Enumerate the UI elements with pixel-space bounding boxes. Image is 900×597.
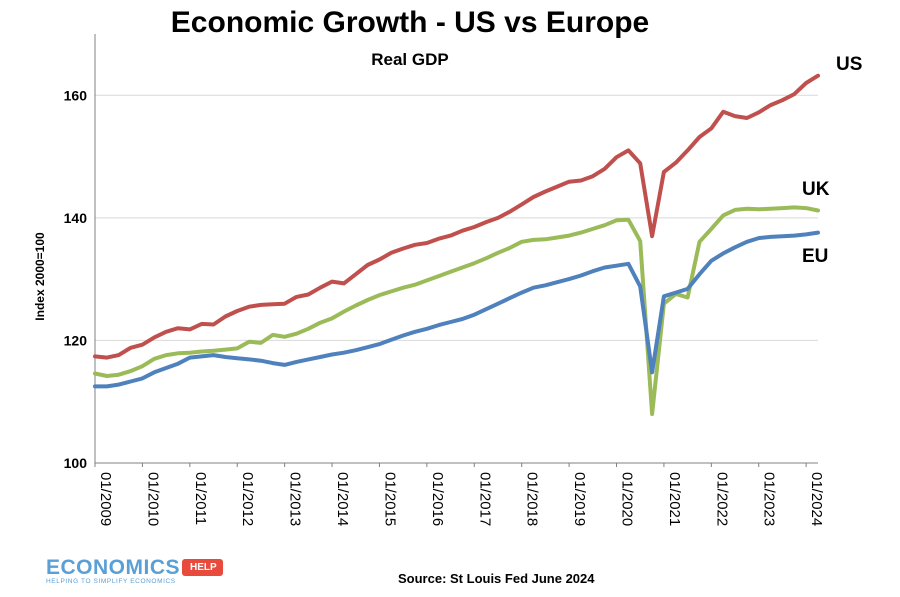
x-tick-label: 01/2020 [619,472,636,526]
y-axis-title: Index 2000=100 [33,232,47,321]
y-tick-label: 120 [64,332,88,348]
series-label-eu: EU [802,246,828,267]
y-tick-label: 140 [64,210,88,226]
series-label-us: US [836,54,862,75]
y-tick-label: 100 [64,455,88,471]
x-tick-label: 01/2021 [666,472,683,526]
x-tick-label: 01/2014 [334,472,351,526]
x-tick-label: 01/2016 [429,472,446,526]
y-tick-label: 160 [64,87,88,103]
x-tick-label: 01/2022 [713,472,730,526]
economics-help-logo: ECONOMICS HELP HELPING TO SIMPLIFY ECONOM… [46,556,223,585]
series-line-eu [93,230,820,389]
chart-title: Economic Growth - US vs Europe [170,6,650,39]
source-note: Source: St Louis Fed June 2024 [398,571,595,586]
logo-tagline: HELPING TO SIMPLIFY ECONOMICS [46,578,176,585]
x-tick-label: 01/2015 [381,472,398,526]
series-line-us [93,73,820,360]
logo-tag: HELP [182,559,223,576]
x-tick-label: 01/2023 [761,472,778,526]
x-tick-label: 01/2012 [239,472,256,526]
series-line-uk [93,205,820,416]
x-tick-label: 01/2013 [287,472,304,526]
x-tick-label: 01/2018 [524,472,541,526]
x-tick-label: 01/2011 [192,472,209,525]
logo-wordmark: ECONOMICS [46,556,181,579]
x-tick-label: 01/2010 [144,472,161,526]
x-tick-label: 01/2009 [97,472,114,526]
x-tick-label: 01/2017 [476,472,493,526]
x-tick-label: 01/2024 [808,472,825,526]
chart-subtitle: Real GDP [371,50,449,69]
series-label-uk: UK [802,179,830,200]
x-tick-label: 01/2019 [571,472,588,526]
